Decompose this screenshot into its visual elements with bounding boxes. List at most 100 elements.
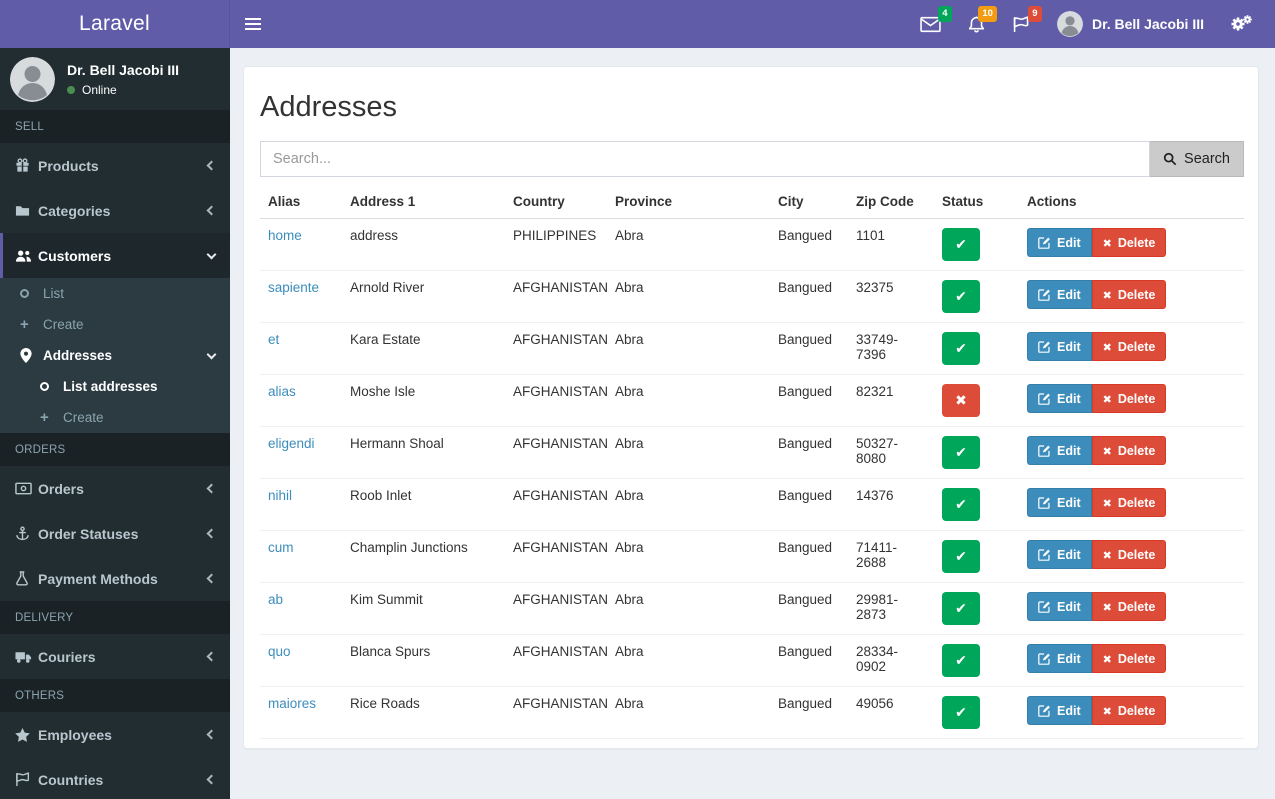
cell-zip: 49056 xyxy=(848,686,934,739)
sidebar-item-customers-list[interactable]: List xyxy=(0,278,230,309)
alias-link[interactable]: eligendi xyxy=(268,436,315,451)
edit-button[interactable]: Edit xyxy=(1027,332,1092,361)
cell-city: Bangued xyxy=(770,582,848,635)
delete-icon xyxy=(1103,288,1112,302)
cell-city: Bangued xyxy=(770,478,848,531)
sidebar-item-customers[interactable]: Customers xyxy=(0,233,230,278)
row-actions: Edit Delete xyxy=(1027,540,1167,569)
alias-link[interactable]: nihil xyxy=(268,488,293,503)
sidebar-item-countries[interactable]: Countries xyxy=(0,757,230,799)
delete-button[interactable]: Delete xyxy=(1091,540,1167,569)
sidebar-item-products[interactable]: Products xyxy=(0,143,230,188)
edit-icon xyxy=(1038,236,1051,249)
edit-button[interactable]: Edit xyxy=(1027,384,1092,413)
delete-button[interactable]: Delete xyxy=(1091,228,1167,257)
sidebar-item-orders[interactable]: Orders xyxy=(0,466,230,511)
cell-zip: 14376 xyxy=(848,478,934,531)
sidebar-item-customers-create[interactable]: + Create xyxy=(20,316,84,333)
sidebar-user-status[interactable]: Online xyxy=(67,83,179,97)
alias-link[interactable]: maiores xyxy=(268,696,317,711)
search-input[interactable] xyxy=(260,141,1151,177)
cell-address1: Hermann Shoal xyxy=(342,426,505,479)
alias-link[interactable]: home xyxy=(268,228,302,243)
delete-button[interactable]: Delete xyxy=(1091,592,1167,621)
col-actions: Actions xyxy=(1019,185,1244,219)
navbar: 4 10 9 xyxy=(230,0,1275,48)
alias-link[interactable]: alias xyxy=(268,384,296,399)
gift-icon xyxy=(15,158,38,173)
brand-logo[interactable]: Laravel xyxy=(0,0,230,48)
delete-button[interactable]: Delete xyxy=(1091,384,1167,413)
row-actions: Edit Delete xyxy=(1027,488,1167,517)
edit-icon xyxy=(1038,392,1051,405)
cell-city: Bangued xyxy=(770,634,848,687)
chevron-left-icon xyxy=(206,160,217,171)
flags-menu[interactable]: 9 xyxy=(999,0,1044,48)
edit-button[interactable]: Edit xyxy=(1027,696,1092,725)
sidebar-toggle-button[interactable] xyxy=(230,0,276,48)
table-row: quo Blanca Spurs AFGHANISTAN Abra Bangue… xyxy=(260,634,1244,687)
edit-button[interactable]: Edit xyxy=(1027,228,1092,257)
flag-icon xyxy=(1012,15,1031,33)
chevron-left-icon xyxy=(206,573,217,584)
sidebar-item-categories[interactable]: Categories xyxy=(0,188,230,233)
sidebar-item-list-addresses[interactable]: List addresses xyxy=(0,371,230,402)
edit-button[interactable]: Edit xyxy=(1027,592,1092,621)
users-icon xyxy=(15,249,38,263)
cell-address1: Blanca Spurs xyxy=(342,634,505,687)
delete-button[interactable]: Delete xyxy=(1091,644,1167,673)
delete-button[interactable]: Delete xyxy=(1091,436,1167,465)
content-area: Addresses Search Alias Address 1 Country xyxy=(230,48,1275,799)
star-icon xyxy=(15,727,38,742)
delete-button[interactable]: Delete xyxy=(1091,488,1167,517)
cell-zip: 33749-7396 xyxy=(848,322,934,375)
avatar xyxy=(10,56,55,102)
row-actions: Edit Delete xyxy=(1027,436,1167,465)
alias-link[interactable]: ab xyxy=(268,592,284,607)
sidebar-item-couriers[interactable]: Couriers xyxy=(0,634,230,679)
edit-button[interactable]: Edit xyxy=(1027,280,1092,309)
messages-menu[interactable]: 4 xyxy=(907,0,954,48)
notifications-menu[interactable]: 10 xyxy=(954,0,999,48)
cell-country: AFGHANISTAN xyxy=(505,530,608,583)
edit-icon xyxy=(1038,340,1051,353)
delete-button[interactable]: Delete xyxy=(1091,280,1167,309)
cell-zip: 1101 xyxy=(848,218,934,271)
cell-city: Bangued xyxy=(770,270,848,323)
search-icon xyxy=(1163,152,1177,166)
sidebar-user-name: Dr. Bell Jacobi III xyxy=(67,61,180,78)
settings-menu[interactable] xyxy=(1217,0,1267,48)
cell-province: Abra xyxy=(607,322,770,375)
sidebar-item-addresses[interactable]: Addresses xyxy=(0,340,230,371)
anchor-icon xyxy=(15,526,38,541)
addresses-table: Alias Address 1 Country Province City Zi… xyxy=(260,185,1244,739)
alias-link[interactable]: quo xyxy=(268,644,291,659)
delete-icon xyxy=(1103,652,1112,666)
alias-link[interactable]: sapiente xyxy=(268,280,320,295)
cell-city: Bangued xyxy=(770,374,848,427)
sidebar-item-employees[interactable]: Employees xyxy=(0,712,230,757)
flag-icon xyxy=(15,772,38,787)
cell-zip: 50327-8080 xyxy=(848,426,934,479)
sidebar-item-order-statuses[interactable]: Order Statuses xyxy=(0,511,230,556)
status-badge xyxy=(942,280,980,313)
edit-button[interactable]: Edit xyxy=(1027,644,1092,673)
col-status: Status xyxy=(934,185,1019,219)
edit-button[interactable]: Edit xyxy=(1027,540,1092,569)
user-menu[interactable]: Dr. Bell Jacobi III xyxy=(1044,0,1217,48)
delete-button[interactable]: Delete xyxy=(1091,696,1167,725)
edit-button[interactable]: Edit xyxy=(1027,488,1092,517)
sidebar-item-addresses-create[interactable]: + Create xyxy=(40,409,104,426)
cell-country: AFGHANISTAN xyxy=(505,270,608,323)
alias-link[interactable]: cum xyxy=(268,540,294,555)
messages-badge: 4 xyxy=(937,6,952,22)
sidebar-item-payment-methods[interactable]: Payment Methods xyxy=(0,556,230,601)
search-button[interactable]: Search xyxy=(1150,141,1244,177)
edit-button[interactable]: Edit xyxy=(1027,436,1092,465)
status-badge xyxy=(942,644,980,677)
navbar-right: 4 10 9 xyxy=(907,0,1275,48)
menu-header-orders: ORDERS xyxy=(0,433,230,466)
alias-link[interactable]: et xyxy=(268,332,280,347)
delete-button[interactable]: Delete xyxy=(1091,332,1167,361)
cell-zip: 29981-2873 xyxy=(848,582,934,635)
